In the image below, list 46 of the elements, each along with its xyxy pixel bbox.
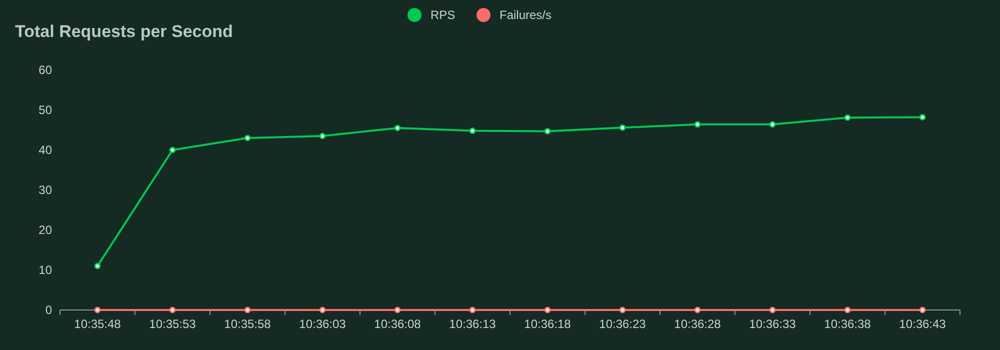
point (844, 114, 851, 121)
point (94, 306, 101, 314)
point (394, 124, 401, 132)
point (769, 121, 776, 128)
x-tick-label: 10:36:33 (749, 317, 796, 331)
point (694, 306, 701, 314)
x-tick-label: 10:35:53 (149, 317, 196, 331)
point (844, 306, 851, 314)
point (394, 306, 401, 314)
x-tick-label: 10:36:23 (599, 317, 646, 331)
point (169, 146, 176, 154)
chart-title: Total Requests per Second (15, 22, 233, 41)
point (244, 306, 251, 314)
y-tick-label: 30 (38, 183, 52, 198)
point (244, 134, 251, 142)
y-tick-label: 20 (38, 223, 52, 238)
y-tick-label: 50 (38, 103, 52, 118)
y-tick-label: 60 (38, 63, 52, 78)
x-tick-label: 10:35:48 (74, 317, 122, 331)
x-tick-label: 10:36:38 (824, 317, 872, 331)
point (619, 306, 626, 314)
legend-label: RPS (430, 8, 456, 22)
point (919, 306, 926, 314)
point (544, 128, 551, 134)
point (919, 114, 926, 120)
point (169, 306, 176, 314)
legend-label: Failures/s (500, 8, 552, 22)
point (319, 306, 326, 314)
point (319, 132, 326, 140)
point (694, 121, 701, 128)
point (94, 262, 101, 270)
point (619, 124, 626, 131)
y-tick-label: 10 (38, 263, 52, 278)
x-tick-label: 10:36:08 (374, 317, 422, 331)
point (469, 128, 476, 134)
point (544, 306, 551, 314)
y-tick-label: 0 (45, 303, 52, 318)
x-tick-label: 10:36:43 (899, 317, 946, 331)
y-tick-label: 40 (38, 143, 52, 158)
x-tick-label: 10:36:13 (449, 317, 496, 331)
x-tick-label: 10:36:28 (674, 317, 722, 331)
point (469, 306, 476, 314)
x-tick-label: 10:35:58 (224, 317, 272, 331)
x-tick-label: 10:36:03 (299, 317, 346, 331)
point (769, 306, 776, 314)
x-tick-label: 10:36:18 (524, 317, 572, 331)
